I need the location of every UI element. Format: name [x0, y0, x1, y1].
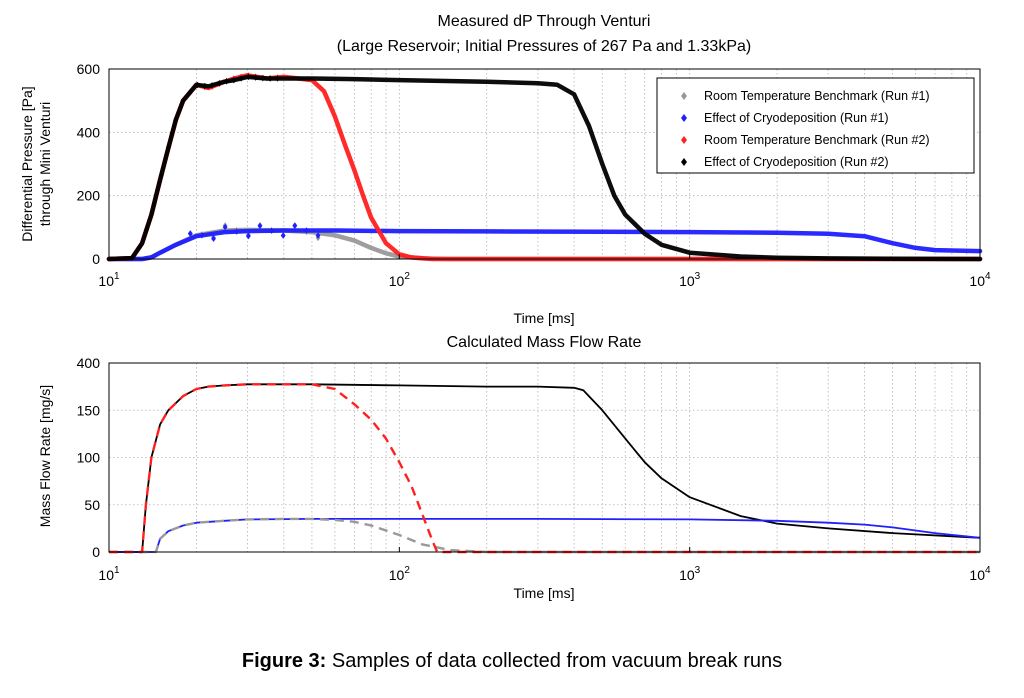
mass-flow-chart-ytick-label: 150: [77, 402, 101, 418]
dp-marker-cryo-run2: [180, 97, 186, 105]
dp-marker-cryo-run1: [211, 235, 216, 242]
dp-chart-ticks: 0 200 400 600 101 102 103 104: [77, 61, 991, 289]
dp-marker-cryo-run2: [245, 73, 251, 81]
dp-series-line-cryo-run2: [106, 74, 983, 262]
legend-marker-cryo-run1: [681, 114, 687, 122]
dp-chart-ytick-label: 600: [77, 61, 101, 77]
mass-flow-chart: Calculated Mass Flow Rate 0 50 100 150 400 10…: [37, 334, 991, 601]
legend-label-room-temp-run2: Room Temperature Benchmark (Run #2): [704, 133, 930, 147]
dp-chart-xtick-label: 101: [98, 271, 120, 289]
legend-label-room-temp-run1: Room Temperature Benchmark (Run #1): [704, 89, 930, 103]
dp-chart-ytick-label: 0: [92, 251, 100, 267]
mass-flow-chart-ticks: 0 50 100 150 400 101 102 103 104: [77, 355, 991, 583]
dp-marker-cryo-run1: [187, 230, 193, 237]
dp-marker-cryo-run1: [245, 232, 251, 240]
dp-chart-subtitle: (Large Reservoir; Initial Pressures of 2…: [337, 38, 751, 55]
figure-caption: Figure 3: Samples of data collected from…: [0, 650, 1024, 673]
dp-marker-cryo-run2: [216, 80, 222, 87]
dp-series-room-temp-run1: [106, 221, 983, 262]
mass-flow-series-room-temp-run1: [109, 517, 980, 554]
dp-marker-cryo-run1: [234, 228, 240, 235]
dp-marker-cryo-run2: [173, 116, 179, 124]
figure-caption-text: Samples of data collected from vacuum br…: [331, 650, 783, 672]
dp-chart-ylabel-line1: Differential Pressure [Pa]: [19, 86, 35, 241]
mass-flow-chart-plot-frame: [108, 362, 981, 553]
dp-marker-cryo-run2: [231, 76, 237, 84]
dp-marker-cryo-run2: [166, 144, 171, 151]
dp-series-cryo-run1: [106, 222, 983, 262]
dp-marker-cryo-run1: [315, 232, 321, 239]
dp-marker-cryo-run1: [199, 232, 205, 239]
dp-marker-cryo-run1: [304, 227, 309, 234]
dp-chart-plot-frame: [108, 68, 981, 260]
legend-marker-room-temp-run2: [681, 136, 687, 144]
dp-series-line-cryo-run1: [106, 228, 983, 262]
dp-marker-cryo-run2: [260, 74, 266, 82]
mass-flow-chart-xtick-label: 104: [969, 565, 991, 583]
dp-marker-cryo-run2: [151, 201, 157, 208]
dp-marker-cryo-run2: [195, 81, 200, 89]
dp-marker-cryo-run2: [274, 75, 280, 82]
mass-flow-chart-xtick-label: 101: [98, 565, 120, 583]
mass-flow-series-cryo-run1: [109, 518, 981, 553]
mass-flow-series-room-temp-run2: [109, 383, 980, 554]
dp-chart-legend: Room Temperature Benchmark (Run #1) Effec…: [656, 77, 975, 174]
dp-marker-cryo-run1: [292, 222, 298, 229]
figure-charts: Measured dP Through Venturi (Large Reser…: [19, 13, 991, 601]
dp-chart-ytick-label: 200: [77, 188, 101, 204]
dp-marker-cryo-run1: [269, 227, 274, 234]
dp-marker-cryo-run1: [257, 222, 263, 230]
dp-marker-cryo-run2: [253, 74, 259, 81]
dp-chart-title: Measured dP Through Venturi: [438, 13, 651, 30]
legend-marker-cryo-run2: [681, 158, 687, 166]
dp-marker-cryo-run2: [202, 82, 208, 90]
mass-flow-chart-ytick-label: 100: [77, 450, 101, 466]
legend-box: [656, 77, 975, 174]
mass-flow-chart-title: Calculated Mass Flow Rate: [447, 334, 642, 351]
mass-flow-chart-ylabel: Mass Flow Rate [mg/s]: [37, 385, 53, 527]
dp-marker-cryo-run1: [222, 223, 228, 231]
dp-marker-cryo-run1: [280, 232, 286, 239]
mass-flow-chart-ytick-label: 0: [92, 544, 100, 560]
dp-marker-cryo-run2: [224, 78, 229, 85]
legend-label-cryo-run1: Effect of Cryodeposition (Run #1): [704, 111, 889, 125]
dp-marker-cryo-run2: [209, 82, 215, 89]
mass-flow-chart-xtick-label: 103: [679, 565, 701, 583]
dp-marker-cryo-run2: [144, 225, 150, 233]
figure-caption-label: Figure 3:: [241, 650, 327, 672]
dp-marker-cryo-run2: [267, 75, 273, 82]
dp-chart-ylabel-line2: through Mini Venturi: [37, 102, 53, 227]
dp-chart-ytick-label: 400: [77, 124, 101, 140]
dp-marker-cryo-run2: [158, 172, 164, 179]
mass-flow-series-cryo-run2: [109, 383, 981, 553]
dp-marker-cryo-run2: [137, 243, 142, 251]
dp-chart: Measured dP Through Venturi (Large Reser…: [19, 13, 991, 326]
dp-chart-xlabel: Time [ms]: [514, 310, 575, 326]
mass-flow-chart-xtick-label: 102: [389, 565, 411, 583]
legend-marker-room-temp-run1: [681, 92, 687, 100]
mass-flow-chart-series: [109, 383, 981, 554]
mass-flow-chart-ytick-label: 50: [84, 497, 100, 513]
legend-label-cryo-run2: Effect of Cryodeposition (Run #2): [704, 155, 889, 169]
dp-marker-cryo-run2: [238, 75, 244, 82]
dp-chart-xtick-label: 103: [679, 271, 701, 289]
dp-marker-cryo-run2: [187, 88, 193, 96]
mass-flow-chart-ytick-label: 400: [77, 355, 101, 371]
dp-chart-xtick-label: 104: [969, 271, 991, 289]
mass-flow-chart-xlabel: Time [ms]: [514, 585, 575, 601]
dp-chart-xtick-label: 102: [389, 271, 411, 289]
